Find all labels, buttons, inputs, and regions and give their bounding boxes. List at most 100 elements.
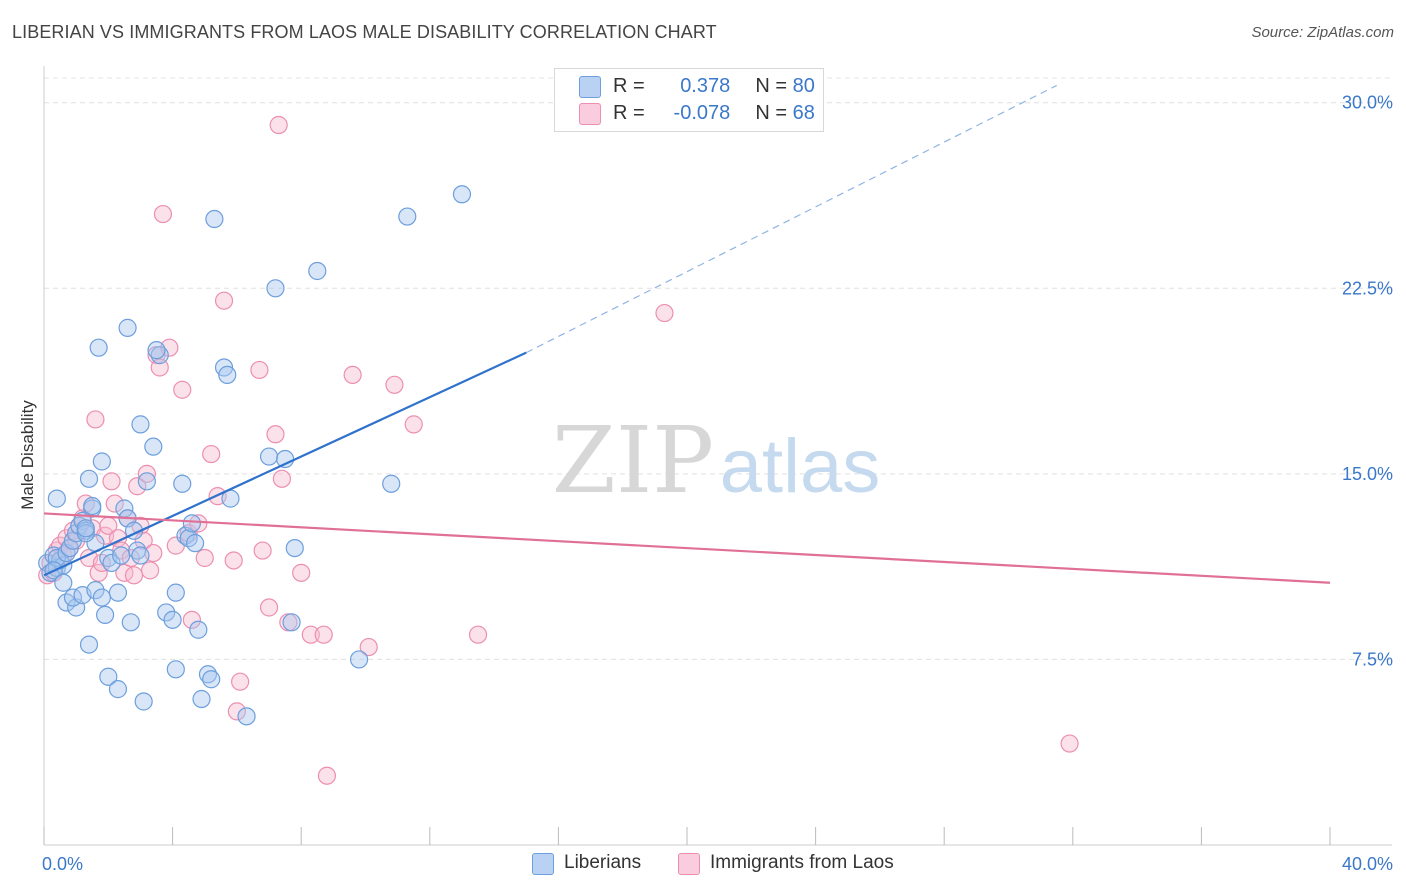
liberians-point [108,583,128,602]
laos-point [128,477,147,496]
liberians-point [86,581,105,600]
liberians-point [186,534,205,553]
liberians-point [398,207,417,226]
liberians-point [349,650,369,669]
series-liberians-points [38,185,472,726]
chart-title: LIBERIAN VS IMMIGRANTS FROM LAOS MALE DI… [12,22,717,42]
liberians-point [54,573,73,592]
liberians-point [99,667,118,686]
legend-n-value: 80 [792,75,815,97]
laos-point [359,637,378,657]
laos-point [86,410,105,429]
liberians-point [102,553,121,573]
laos-point [292,563,311,582]
liberians-trend-extension [525,84,1057,354]
legend-r-label: R = [613,102,645,124]
y-tick-label: 30.0% [1342,93,1393,113]
laos-point [102,472,121,491]
liberians-point [157,603,176,622]
laos-point [89,563,108,582]
laos-point [250,360,269,380]
laos-point [231,672,250,691]
liberians-point [202,670,221,689]
laos-point [137,464,156,483]
bottom-legend-swatch-laos [678,853,700,875]
liberians-point [205,209,224,229]
liberians-point [76,519,95,538]
laos-point [224,551,243,570]
laos-point [301,625,320,644]
laos-point [173,380,192,399]
liberians-point [121,613,140,632]
liberians-point [79,635,99,654]
liberians-point [182,514,201,533]
laos-point [195,548,214,568]
x-tick-label: 0.0% [42,854,83,874]
liberians-point [89,338,108,357]
legend-swatch-liberians [579,76,601,98]
liberians-point [137,472,156,491]
y-tick-label: 15.0% [1342,464,1393,484]
laos-point [182,610,201,629]
laos-point [269,115,288,135]
liberians-point [118,318,137,337]
liberians-point [173,474,192,493]
liberians-point [95,605,115,625]
liberians-point [108,680,128,699]
laos-point [214,291,234,310]
legend-n-label: N = [755,102,788,124]
liberians-point [92,452,111,471]
laos-point [259,598,279,617]
liberians-point [134,692,153,711]
correlation-legend: R = 0.378 N = 80 R = -0.078 N = 68 [554,68,824,132]
liberians-point [147,341,166,360]
y-tick-label: 7.5% [1352,649,1393,669]
bottom-legend-swatch-liberians [532,853,554,875]
laos-point [253,541,272,560]
legend-swatch-laos [579,103,601,125]
laos-point [468,625,488,644]
source-credit: Source: ZipAtlas.com [1251,24,1394,41]
laos-trend-line [43,512,1331,584]
laos-point [150,358,169,377]
laos-point [134,531,153,550]
laos-point [153,204,173,224]
legend-r-label: R = [613,75,645,97]
liberians-point [266,279,285,298]
x-tick-label: 40.0% [1342,854,1393,874]
liberians-point [112,546,131,565]
liberians-point [382,474,401,493]
watermark: ZIP atlas [552,407,880,514]
liberians-trend-line [43,351,527,577]
liberians-point [308,261,327,281]
liberians-point [47,489,66,508]
laos-point [105,494,124,513]
laos-point [343,365,362,385]
trend-lines [43,84,1331,584]
liberians-point [189,620,208,639]
liberians-point [76,524,95,543]
liberians-point [131,546,150,565]
laos-point [314,625,333,644]
bottom-legend-label-liberians: Liberians [564,852,642,873]
axes [43,66,1392,846]
liberians-point [131,415,150,434]
liberians-point [150,346,169,365]
liberians-point [92,588,111,607]
liberians-point [218,365,237,385]
laos-point [317,766,337,785]
liberians-point [285,538,304,558]
laos-point [404,415,423,434]
watermark-zip: ZIP [552,407,714,514]
laos-point [189,514,208,533]
liberians-point [198,665,218,684]
laos-point [227,702,246,721]
liberians-point [79,469,99,488]
laos-point [272,469,292,488]
liberians-point [128,541,147,560]
laos-point [124,566,144,585]
liberians-point [282,613,301,632]
legend-n-value: 68 [792,102,815,124]
laos-point [266,425,285,444]
liberians-point [192,689,211,709]
